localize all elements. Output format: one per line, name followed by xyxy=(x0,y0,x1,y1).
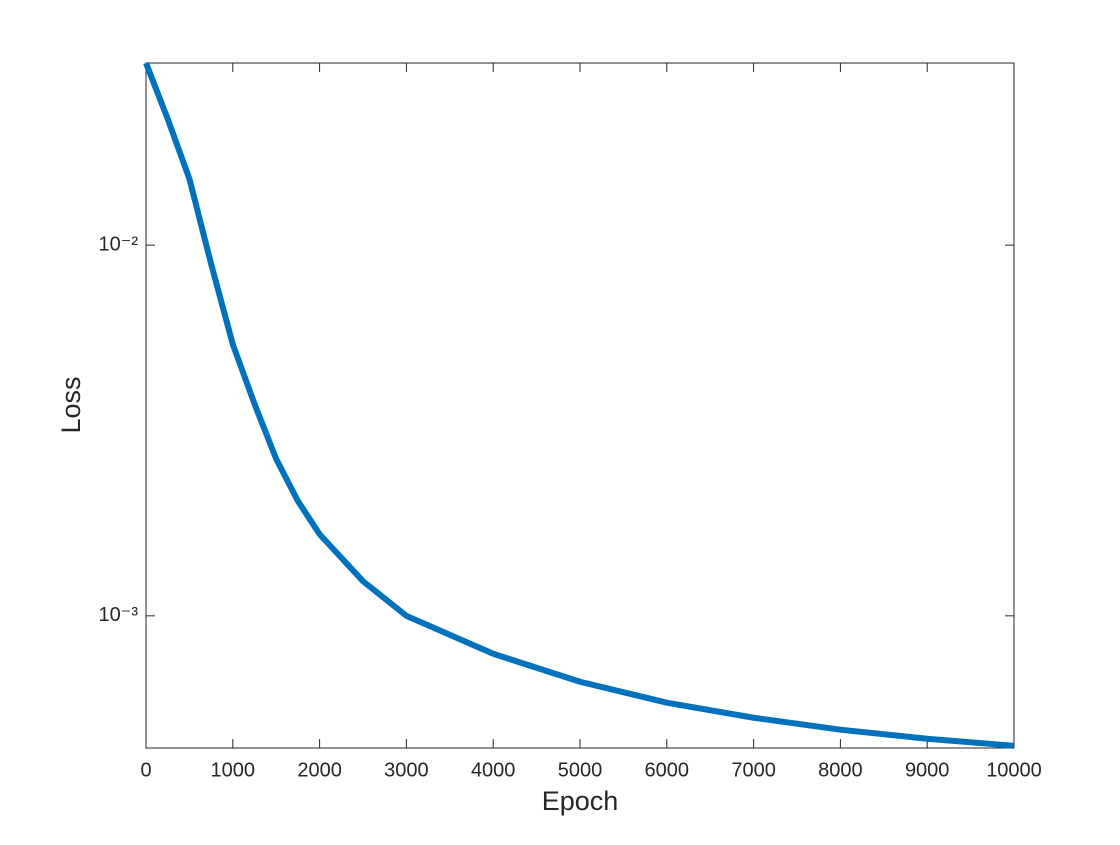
x-tick-label: 7000 xyxy=(731,759,776,781)
y-axis-label: Loss xyxy=(56,376,86,433)
y-tick-label: 10⁻³ xyxy=(99,604,139,626)
x-tick-label: 1000 xyxy=(211,759,256,781)
x-tick-label: 2000 xyxy=(297,759,342,781)
plot-area xyxy=(145,62,1015,749)
x-axis-label: Epoch xyxy=(542,786,619,816)
y-tick-label: 10⁻² xyxy=(99,233,139,255)
x-tick-label: 6000 xyxy=(645,759,690,781)
x-tick-label: 10000 xyxy=(986,759,1042,781)
plot-content: 0 1000 2000 3000 4000 5000 6000 7000 8000 9000 100… xyxy=(99,61,1042,781)
x-tick-label: 8000 xyxy=(818,759,863,781)
loss-line xyxy=(143,61,1015,749)
x-tick-label: 3000 xyxy=(384,759,429,781)
x-tick-label: 9000 xyxy=(905,759,950,781)
x-tick-label: 4000 xyxy=(471,759,516,781)
x-tick-label: 0 xyxy=(140,759,151,781)
x-tick-label: 5000 xyxy=(558,759,603,781)
